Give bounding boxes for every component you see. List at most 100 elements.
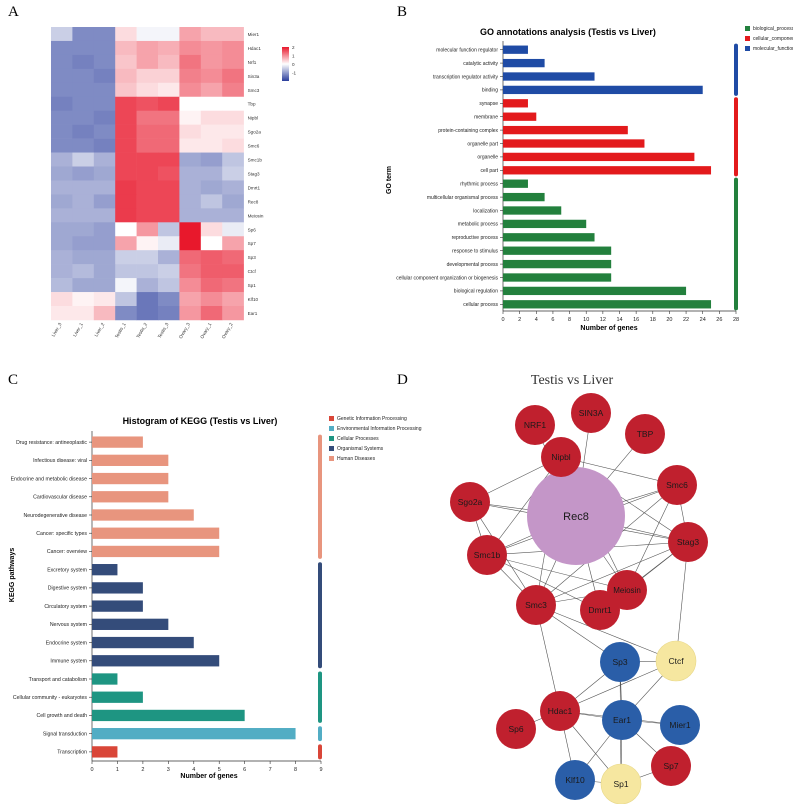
kegg-legend-swatch — [329, 456, 334, 461]
heatmap-cell — [200, 124, 223, 139]
network-node — [625, 414, 665, 454]
heatmap-cell — [179, 194, 202, 209]
kegg-category-label: Nervous system — [50, 622, 87, 628]
network-node-label: Nipbl — [551, 452, 570, 462]
network-node — [668, 522, 708, 562]
kegg-category-label: Drug resistance: antineoplastic — [16, 440, 87, 446]
heatmap-cell — [179, 110, 202, 125]
go-bar — [503, 152, 695, 162]
heatmap-row-label: Sp3 — [248, 255, 257, 260]
heatmap-cell — [158, 306, 180, 321]
go-category-label: transcription regulator activity — [433, 74, 499, 80]
heatmap-cell — [115, 138, 137, 153]
heatmap-cell — [93, 110, 116, 125]
heatmap-row-label: Sin3a — [248, 74, 260, 79]
go-category-label: localization — [473, 208, 498, 214]
kegg-category-label: Signal transduction — [43, 731, 87, 737]
heatmap-cell — [115, 110, 137, 125]
go-bar — [503, 246, 612, 255]
go-category-label: multicellular organismal process — [427, 195, 499, 201]
heatmap-cell — [72, 82, 95, 98]
heatmap-cell — [136, 54, 159, 70]
network-edge — [559, 660, 677, 712]
network-node-label: Smc6 — [666, 480, 688, 490]
kegg-category-label: Cancer: specific types — [36, 531, 87, 537]
heatmap-cell — [93, 124, 116, 139]
heatmap-row-label: Smc6 — [248, 144, 260, 149]
heatmap-cell — [136, 292, 159, 307]
heatmap-cell — [72, 27, 95, 42]
kegg-category-label: Cardiovascular disease — [33, 495, 87, 501]
kegg-category-label: Transcription — [57, 750, 87, 756]
kegg-legend-label: Human Diseases — [337, 456, 376, 462]
heatmap-cell — [222, 138, 244, 153]
network-node-label: Smc3 — [525, 600, 547, 610]
heatmap-cell — [200, 68, 223, 84]
kegg-bar — [92, 728, 296, 740]
heatmap-cell — [136, 278, 159, 293]
heatmap-cell — [93, 236, 116, 251]
heatmap-cell — [222, 82, 244, 98]
heatmap-row-label: Klf10 — [248, 297, 259, 302]
heatmap-cell — [179, 40, 202, 56]
heatmap-cell — [222, 166, 244, 181]
kegg-x-tick-label: 5 — [218, 767, 221, 773]
go-bar — [503, 286, 687, 296]
network-node-label: Sp7 — [663, 761, 678, 771]
network-node-label: NRF1 — [524, 420, 546, 430]
heatmap-cell — [222, 236, 244, 251]
heatmap-cell — [222, 68, 244, 84]
kegg-x-tick-label: 1 — [116, 767, 119, 773]
network-node — [600, 642, 640, 682]
network-node-label: Smc1b — [474, 550, 501, 560]
heatmap-cell — [158, 222, 180, 237]
kegg-bar — [92, 527, 220, 539]
heatmap-row-label: Meiosin — [248, 213, 264, 218]
heatmap-scale-tick: -1 — [292, 71, 297, 76]
heatmap-cell — [115, 194, 137, 209]
go-category-label: binding — [482, 88, 498, 94]
heatmap-cell — [115, 292, 137, 307]
kegg-bar — [92, 709, 245, 722]
heatmap-cell — [93, 96, 116, 111]
network-node-label: Sp6 — [508, 724, 523, 734]
kegg-category-label: Cancer: overview — [47, 549, 87, 555]
kegg-legend-swatch — [329, 436, 334, 441]
network-node — [657, 465, 697, 505]
kegg-x-tick-label: 2 — [141, 767, 144, 773]
heatmap-cell — [222, 27, 244, 42]
heatmap-cell — [136, 306, 159, 321]
heatmap-cell — [222, 110, 244, 125]
heatmap-cell — [51, 68, 73, 84]
heatmap-cell — [200, 278, 223, 293]
network-node-label: Klf10 — [565, 775, 585, 785]
heatmap-cell — [115, 180, 137, 195]
heatmap-cell — [115, 27, 137, 42]
heatmap-cell — [222, 264, 244, 279]
heatmap-cell — [72, 54, 95, 70]
heatmap-cell — [72, 306, 95, 321]
heatmap-cell — [158, 68, 180, 84]
heatmap-cell — [93, 222, 116, 237]
kegg-category-label: Infectious disease: viral — [33, 458, 87, 464]
heatmap-cell — [72, 278, 95, 293]
heatmap-scale-tick: 2 — [292, 45, 295, 50]
network-edge — [486, 554, 628, 591]
heatmap-row-label: Nipbl — [248, 116, 258, 121]
heatmap-cell — [200, 208, 223, 223]
network-node-label: Dmrt1 — [588, 605, 611, 615]
go-bar — [503, 219, 587, 229]
go-category-label: reproductive process — [452, 235, 499, 241]
go-x-tick-label: 20 — [666, 317, 672, 323]
go-category-label: catalytic activity — [463, 61, 498, 67]
heatmap-cell — [72, 68, 95, 84]
heatmap-cell — [51, 292, 73, 307]
heatmap-row-label: Sp1 — [248, 283, 257, 288]
go-category-label: cellular component organization or bioge… — [396, 275, 498, 281]
go-bar — [503, 166, 712, 175]
go-legend-label: cellular_component — [753, 36, 793, 42]
heatmap-row-label: Dmrt1 — [248, 185, 261, 190]
heatmap-cell — [115, 222, 137, 237]
heatmap-cell — [158, 82, 180, 98]
